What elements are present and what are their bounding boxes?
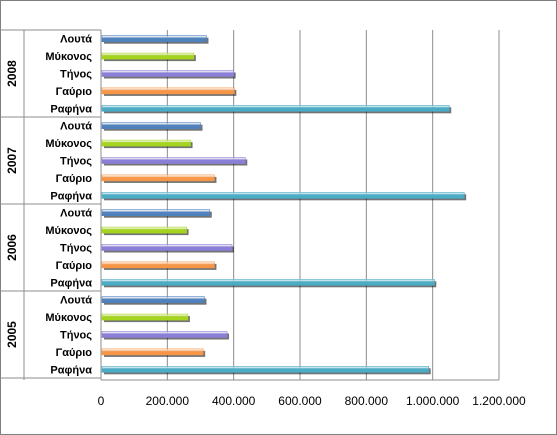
category-label: Ραφήνα: [50, 364, 92, 376]
bar-2008-μύκονος: [101, 52, 195, 60]
bar-2007-τήνος: [101, 157, 246, 164]
bar-2007-ραφήνα: [101, 192, 465, 199]
category-label: Μύκονος: [45, 312, 92, 324]
bars: [101, 35, 467, 375]
x-tick-label: 1.000.000: [406, 394, 460, 408]
year-label: 2005: [5, 321, 19, 348]
bar-2008-τήνος: [101, 70, 234, 77]
category-label: Ραφήνα: [50, 190, 92, 202]
bar-2005-ραφήνα: [101, 365, 429, 373]
bar-2008-λουτά: [101, 35, 207, 43]
x-tick-label: 200.000: [146, 394, 190, 408]
category-label: Γαύριο: [56, 260, 93, 272]
bar-2006-τήνος: [101, 244, 233, 251]
category-label: Τήνος: [60, 156, 92, 168]
bar-2005-γαύριο: [101, 348, 204, 356]
year-label: 2008: [5, 60, 19, 87]
category-label: Ραφήνα: [50, 277, 92, 289]
x-tick-label: 0: [98, 394, 105, 408]
year-labels: 2008 2007 2006 2005: [5, 60, 19, 348]
x-tick-label: 1.200.000: [472, 394, 526, 408]
bar-2005-τήνος: [101, 331, 228, 338]
category-label: Λουτά: [60, 34, 92, 46]
category-label: Μύκονος: [45, 138, 92, 150]
bar-2006-ραφήνα: [101, 278, 435, 286]
x-tick-label: 800.000: [345, 394, 389, 408]
bar-2008-γαύριο: [101, 87, 235, 95]
category-label: Γαύριο: [56, 347, 93, 359]
category-label: Μύκονος: [45, 225, 92, 237]
category-label: Ραφήνα: [50, 103, 92, 115]
grid-lines: [166, 30, 500, 380]
bar-2005-μύκονος: [101, 313, 189, 321]
year-label: 2007: [5, 147, 19, 174]
year-label: 2006: [5, 234, 19, 261]
x-tick-label: 400.000: [212, 394, 256, 408]
bar-2006-λουτά: [101, 209, 211, 216]
bar-2007-γαύριο: [101, 174, 215, 182]
x-tick-label: 600.000: [278, 394, 322, 408]
category-label: Λουτά: [60, 121, 92, 133]
bar-2007-λουτά: [101, 122, 201, 129]
category-label: Μύκονος: [45, 51, 92, 63]
category-label: Λουτά: [60, 208, 92, 220]
bar-2006-μύκονος: [101, 226, 187, 234]
axes: [0, 29, 499, 381]
bar-2005-λουτά: [101, 296, 205, 304]
x-tick-labels: 0 200.000 400.000 600.000 800.000 1.000.000 1.…: [98, 394, 526, 408]
category-label: Γαύριο: [56, 86, 93, 98]
category-labels: Λουτά Μύκονος Τήνος Γαύριο Ραφήνα Λουτά Μύκονο…: [45, 34, 92, 377]
category-label: Γαύριο: [56, 173, 93, 185]
category-label: Τήνος: [60, 243, 92, 255]
bar-2007-μύκονος: [101, 139, 191, 147]
category-label: Τήνος: [60, 330, 92, 342]
category-label: Λουτά: [60, 295, 92, 307]
category-label: Τήνος: [60, 69, 92, 81]
bar-2006-γαύριο: [101, 261, 215, 269]
bar-2008-ραφήνα: [101, 105, 450, 112]
